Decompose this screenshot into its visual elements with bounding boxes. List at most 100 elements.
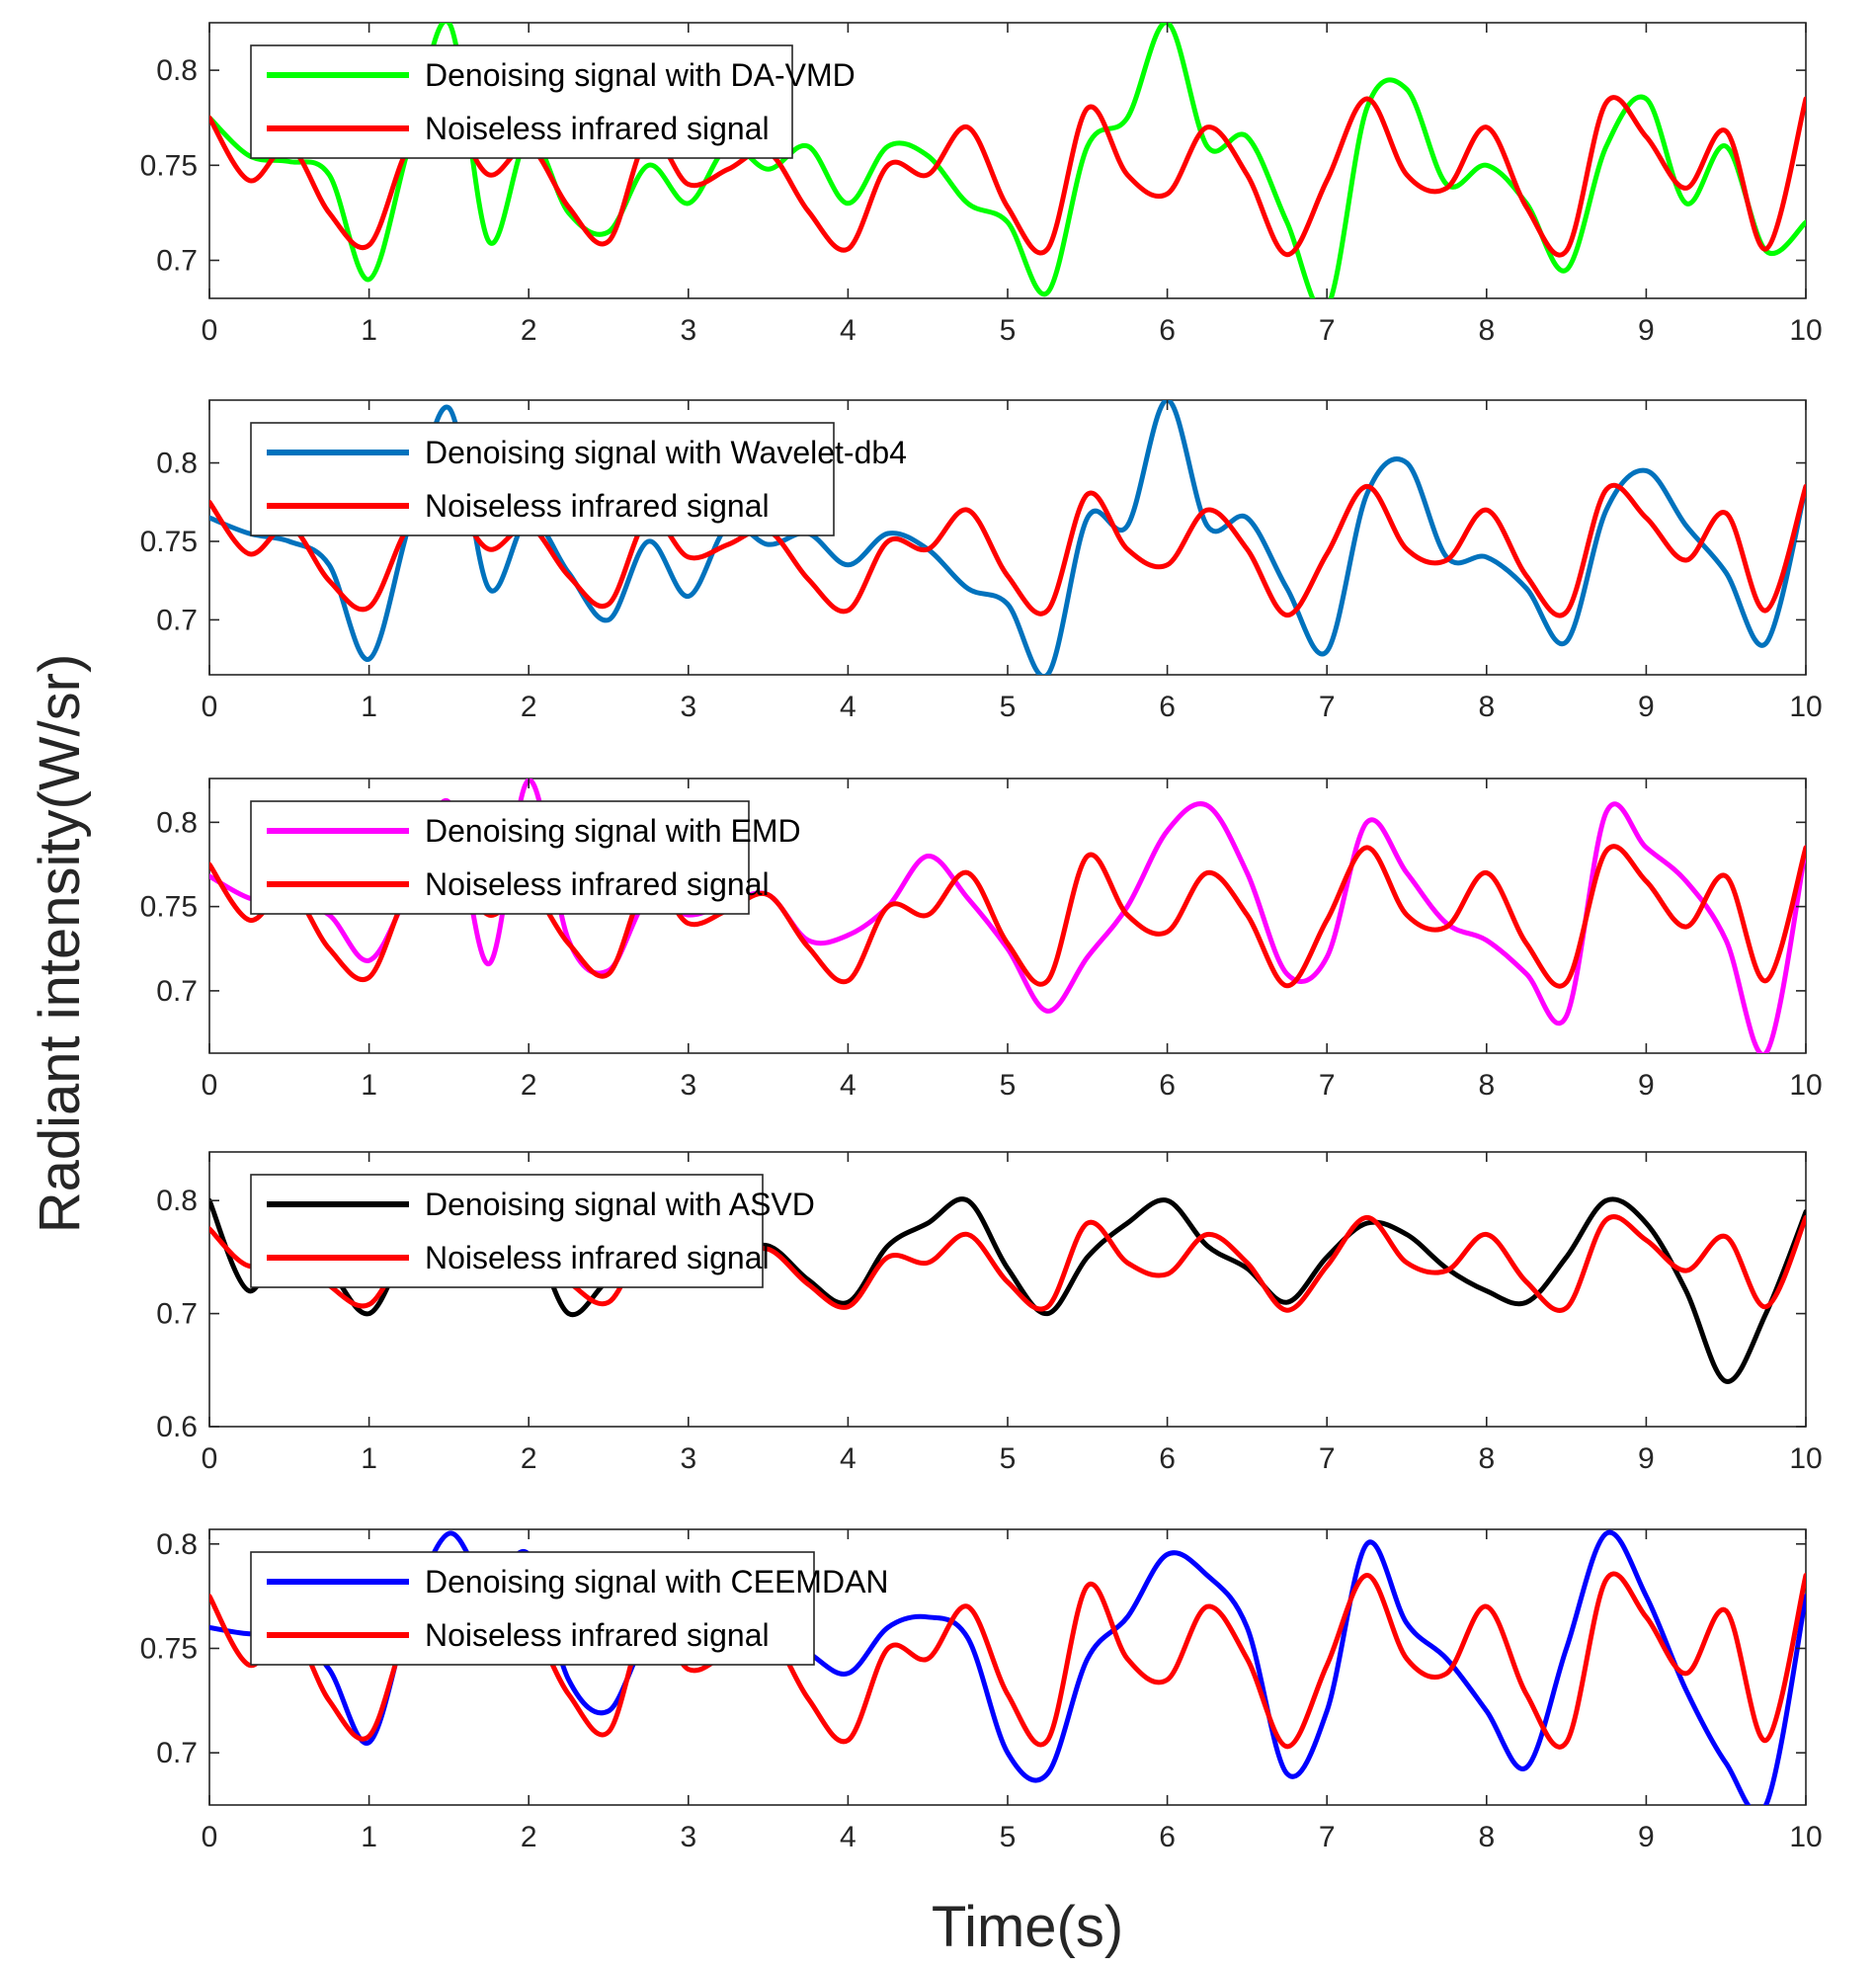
x-tick-label: 10: [1789, 1069, 1822, 1102]
x-tick-label: 9: [1638, 1069, 1655, 1102]
series-group: [209, 779, 1806, 1053]
x-tick-label: 4: [840, 1442, 856, 1475]
panels: 0 1 2 3 4 5 6 7 8 9 100.70.750.8 Denoising signal w…: [140, 22, 1823, 1853]
x-tick-label: 10: [1789, 691, 1822, 723]
x-tick-label: 7: [1319, 691, 1336, 723]
x-tick-label: 10: [1789, 1821, 1822, 1853]
legend-box: [250, 1174, 764, 1288]
legend-label: Noiseless infrared signal: [425, 111, 770, 146]
x-tick-label: 0: [202, 691, 218, 723]
x-tick-label: 6: [1159, 691, 1176, 723]
x-tick-label: 5: [1000, 1069, 1017, 1102]
x-tick-label: 5: [1000, 691, 1017, 723]
panel-3: 0 1 2 3 4 5 6 7 8 9 10 0.7 0.75 0.8 Denoising signal w…: [140, 778, 1823, 1102]
x-tick-label: 2: [521, 1821, 537, 1853]
legend-label: Denoising signal with CEEMDAN: [425, 1564, 889, 1600]
x-tick-label: 10: [1789, 314, 1822, 347]
y-tick-label: 0.7: [156, 975, 198, 1008]
x-tick-label: 2: [521, 314, 537, 347]
legend-box: [250, 44, 793, 159]
x-tick-label: 3: [680, 1442, 696, 1475]
y-tick-label: 0.6: [156, 1411, 198, 1443]
x-tick-label: 5: [1000, 314, 1017, 347]
x-tick-label: 3: [680, 1821, 696, 1853]
series-line-2: [209, 844, 1806, 989]
x-tick-label: 9: [1638, 691, 1655, 723]
legend-box: [250, 1551, 815, 1666]
legend-label: Denoising signal with ASVD: [425, 1187, 815, 1222]
x-tick-label: 7: [1319, 1442, 1336, 1475]
y-tick-label: 0.7: [156, 604, 198, 636]
legend-label: Noiseless infrared signal: [425, 1240, 770, 1275]
legend-box: [250, 800, 750, 915]
x-tick-label: 8: [1478, 314, 1495, 347]
y-tick-label: 0.75: [140, 1632, 198, 1665]
series-line-2: [209, 95, 1806, 258]
legend-label: Denoising signal with EMD: [425, 813, 801, 849]
x-tick-label: 9: [1638, 314, 1655, 347]
y-tick-label: 0.7: [156, 1298, 198, 1331]
x-tick-label: 1: [361, 1442, 377, 1475]
x-tick-label: 0: [202, 1069, 218, 1102]
y-tick-label: 0.8: [156, 1528, 198, 1561]
x-tick-label: 1: [361, 691, 377, 723]
panel-5: 0 1 2 3 4 5 6 7 8 9 10 0.7 0.75 0.8 Denoising signal w…: [140, 1528, 1823, 1853]
x-tick-label: 8: [1478, 1442, 1495, 1475]
x-tick-label: 1: [361, 1821, 377, 1853]
x-tick-label: 3: [680, 691, 696, 723]
x-tick-label: 5: [1000, 1442, 1017, 1475]
y-tick-label: 0.75: [140, 891, 198, 924]
x-tick-label: 7: [1319, 314, 1336, 347]
legend: Denoising signal with Wavelet-db4 Noisele…: [250, 422, 907, 536]
y-tick-label: 0.8: [156, 448, 198, 480]
legend-label: Denoising signal with Wavelet-db4: [425, 435, 907, 470]
x-tick-label: 4: [840, 691, 856, 723]
y-tick-label: 0.7: [156, 1737, 198, 1769]
x-tick-label: 3: [680, 314, 696, 347]
y-tick-label: 0.75: [140, 526, 198, 558]
y-tick-label: 0.7: [156, 245, 198, 278]
x-tick-label: 10: [1789, 1442, 1822, 1475]
x-tick-label: 4: [840, 1821, 856, 1853]
x-tick-label: 1: [361, 1069, 377, 1102]
x-tick-label: 4: [840, 1069, 856, 1102]
legend: Denoising signal with ASVD Noiseless infr…: [250, 1174, 815, 1288]
legend: Denoising signal with EMD Noiseless infra…: [250, 800, 801, 915]
y-tick-label: 0.8: [156, 54, 198, 87]
x-tick-label: 0: [202, 1821, 218, 1853]
x-tick-label: 3: [680, 1069, 696, 1102]
x-tick-label: 2: [521, 1442, 537, 1475]
y-tick-label: 0.8: [156, 1185, 198, 1217]
legend-label: Denoising signal with DA-VMD: [425, 57, 856, 93]
legend: Denoising signal with DA-VMD Noiseless in…: [250, 44, 856, 159]
x-tick-label: 6: [1159, 1442, 1176, 1475]
series-line-1: [209, 779, 1806, 1053]
y-tick-label: 0.8: [156, 806, 198, 839]
x-tick-label: 2: [521, 1069, 537, 1102]
x-tick-label: 6: [1159, 1069, 1176, 1102]
x-tick-label: 0: [202, 1442, 218, 1475]
x-tick-label: 5: [1000, 1821, 1017, 1853]
x-tick-label: 4: [840, 314, 856, 347]
x-tick-label: 9: [1638, 1442, 1655, 1475]
x-tick-label: 0: [202, 314, 218, 347]
legend-box: [250, 422, 835, 536]
legend: Denoising signal with CEEMDAN Noiseless i…: [250, 1551, 889, 1666]
x-tick-label: 6: [1159, 1821, 1176, 1853]
panel-1: 0 1 2 3 4 5 6 7 8 9 10 0.7 0.75 0.8 Denoising signal w…: [140, 22, 1823, 347]
y-tick-label: 0.75: [140, 149, 198, 182]
legend-label: Noiseless infrared signal: [425, 488, 770, 524]
x-tick-label: 1: [361, 314, 377, 347]
panel-2: 0 1 2 3 4 5 6 7 8 9 10 0.7 0.75 0.8 Denoising signal w…: [140, 399, 1823, 723]
x-tick-label: 7: [1319, 1069, 1336, 1102]
x-tick-label: 6: [1159, 314, 1176, 347]
x-tick-label: 8: [1478, 1821, 1495, 1853]
x-tick-label: 8: [1478, 691, 1495, 723]
y-axis-label: Radiant intensity(W/sr): [28, 654, 92, 1234]
x-tick-label: 2: [521, 691, 537, 723]
legend-label: Noiseless infrared signal: [425, 866, 770, 902]
series-line-2: [209, 482, 1806, 618]
x-tick-label: 9: [1638, 1821, 1655, 1853]
legend-label: Noiseless infrared signal: [425, 1617, 770, 1653]
